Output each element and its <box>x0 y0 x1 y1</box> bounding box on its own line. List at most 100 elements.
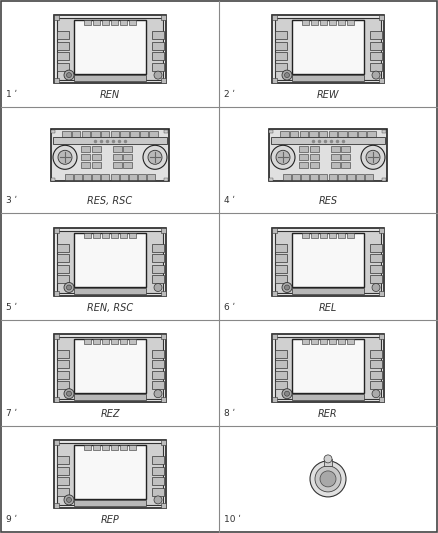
Bar <box>93 445 100 450</box>
Bar <box>161 440 166 445</box>
Circle shape <box>372 284 380 292</box>
Bar <box>292 338 364 393</box>
Bar <box>329 20 336 25</box>
Bar <box>120 174 128 180</box>
Bar <box>57 31 68 39</box>
Bar <box>328 174 336 180</box>
Bar <box>149 131 158 138</box>
Text: REN, RSC: REN, RSC <box>87 303 133 312</box>
Bar <box>120 338 127 344</box>
Bar <box>93 338 100 344</box>
Circle shape <box>372 390 380 398</box>
Bar <box>57 360 68 368</box>
Bar <box>348 131 357 138</box>
Bar <box>57 382 68 390</box>
Bar <box>272 15 384 83</box>
Bar <box>272 228 277 232</box>
Bar <box>57 18 163 80</box>
Bar <box>57 456 68 464</box>
Bar <box>338 20 345 25</box>
Bar <box>341 146 350 152</box>
Bar <box>152 275 163 283</box>
Bar <box>370 265 381 273</box>
Bar <box>152 265 163 273</box>
Bar <box>299 154 308 160</box>
Bar <box>51 130 55 133</box>
Bar <box>93 232 100 238</box>
Bar <box>54 78 59 83</box>
Bar <box>102 20 109 25</box>
Bar <box>152 382 163 390</box>
Bar <box>138 174 146 180</box>
Bar <box>275 265 286 273</box>
Bar <box>275 31 286 39</box>
Bar <box>329 338 336 344</box>
Bar <box>129 338 136 344</box>
Bar <box>299 163 308 168</box>
Bar <box>152 488 163 496</box>
Bar <box>130 131 138 138</box>
Bar <box>152 254 163 262</box>
Bar <box>341 163 350 168</box>
Circle shape <box>67 391 71 396</box>
Bar <box>111 131 119 138</box>
Circle shape <box>67 285 71 290</box>
Bar <box>152 456 163 464</box>
Bar <box>54 440 166 508</box>
Text: 7 ʹ: 7 ʹ <box>6 409 17 418</box>
Bar <box>311 338 318 344</box>
Bar <box>300 131 308 138</box>
Bar <box>120 232 127 238</box>
Bar <box>152 31 163 39</box>
Bar <box>379 228 384 232</box>
Bar <box>161 290 166 295</box>
Bar <box>269 179 273 181</box>
Bar <box>57 42 68 50</box>
Bar <box>164 130 168 133</box>
Bar <box>64 174 73 180</box>
Circle shape <box>282 389 292 399</box>
Bar <box>379 397 384 402</box>
Bar <box>102 445 109 450</box>
Bar <box>302 20 309 25</box>
Text: 6 ʹ: 6 ʹ <box>224 303 235 312</box>
Bar <box>74 394 146 400</box>
Bar <box>84 232 91 238</box>
Bar <box>310 174 318 180</box>
Bar <box>57 467 68 475</box>
Bar <box>309 131 318 138</box>
Bar <box>370 254 381 262</box>
Bar <box>113 146 121 152</box>
Bar <box>358 131 366 138</box>
Circle shape <box>271 146 295 169</box>
Bar <box>324 459 332 466</box>
Text: REN: REN <box>100 90 120 100</box>
Text: REZ: REZ <box>100 409 120 419</box>
Bar <box>292 75 364 81</box>
Circle shape <box>67 497 71 503</box>
Bar <box>74 287 146 294</box>
Bar <box>57 52 68 60</box>
Bar <box>370 371 381 379</box>
Bar <box>161 15 166 20</box>
Bar <box>379 15 384 20</box>
Bar <box>347 232 354 238</box>
Bar <box>51 179 55 181</box>
Bar <box>367 131 376 138</box>
Bar <box>338 232 345 238</box>
Bar <box>292 287 364 294</box>
Bar <box>152 42 163 50</box>
Bar <box>272 334 384 402</box>
Bar <box>290 131 298 138</box>
Bar <box>111 445 118 450</box>
Bar <box>299 146 308 152</box>
Bar <box>57 254 68 262</box>
Bar <box>292 20 364 74</box>
Text: 8 ʹ: 8 ʹ <box>224 409 235 418</box>
Text: REW: REW <box>317 90 339 100</box>
Bar <box>370 42 381 50</box>
Bar <box>272 397 277 402</box>
Bar <box>74 500 146 506</box>
Bar <box>101 131 110 138</box>
Bar <box>272 290 277 295</box>
